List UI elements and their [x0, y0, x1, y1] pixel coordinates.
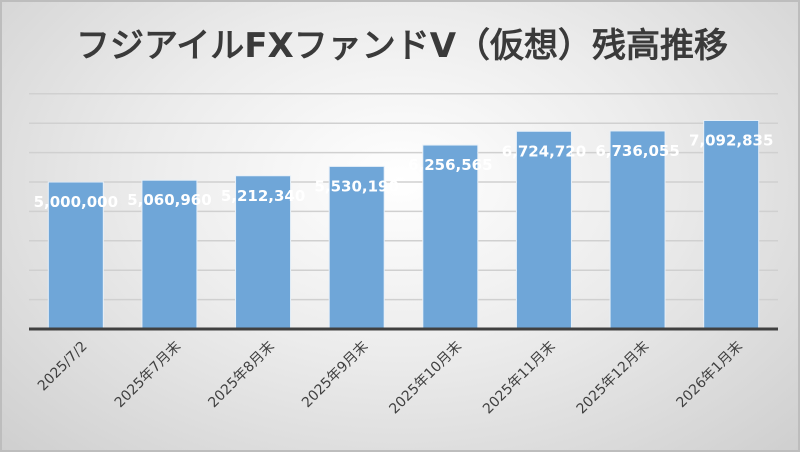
x-tick-label: 2025年7月末 — [112, 339, 185, 412]
x-tick-label: 2025年8月末 — [205, 339, 278, 412]
bar — [703, 119, 760, 330]
data-label: 5,212,340 — [221, 187, 305, 205]
data-label: 6,736,055 — [595, 142, 679, 160]
bar — [47, 181, 104, 330]
chart-title: フジアイルFXファンドⅤ（仮想）残高推移 — [76, 26, 728, 66]
data-label: 5,530,190 — [314, 177, 398, 195]
bar — [515, 130, 572, 330]
bar — [422, 144, 479, 330]
data-label: 5,060,960 — [127, 191, 211, 209]
x-tick-label: 2025年9月末 — [299, 339, 372, 412]
bar — [609, 130, 666, 330]
x-tick-label: 2026年1月末 — [674, 339, 747, 412]
data-label: 6,724,720 — [502, 142, 586, 160]
x-tick-label: 2025年12月末 — [574, 339, 653, 418]
data-label: 6,256,565 — [408, 156, 492, 174]
bar — [328, 165, 385, 330]
data-label: 7,092,835 — [689, 131, 773, 149]
bar — [141, 179, 198, 330]
x-tick-label: 2025/7/2 — [35, 339, 91, 395]
bar — [235, 175, 292, 330]
data-label: 5,000,000 — [34, 193, 118, 211]
x-tick-label: 2025年10月末 — [386, 339, 465, 418]
x-tick-label: 2025年11月末 — [480, 339, 559, 418]
